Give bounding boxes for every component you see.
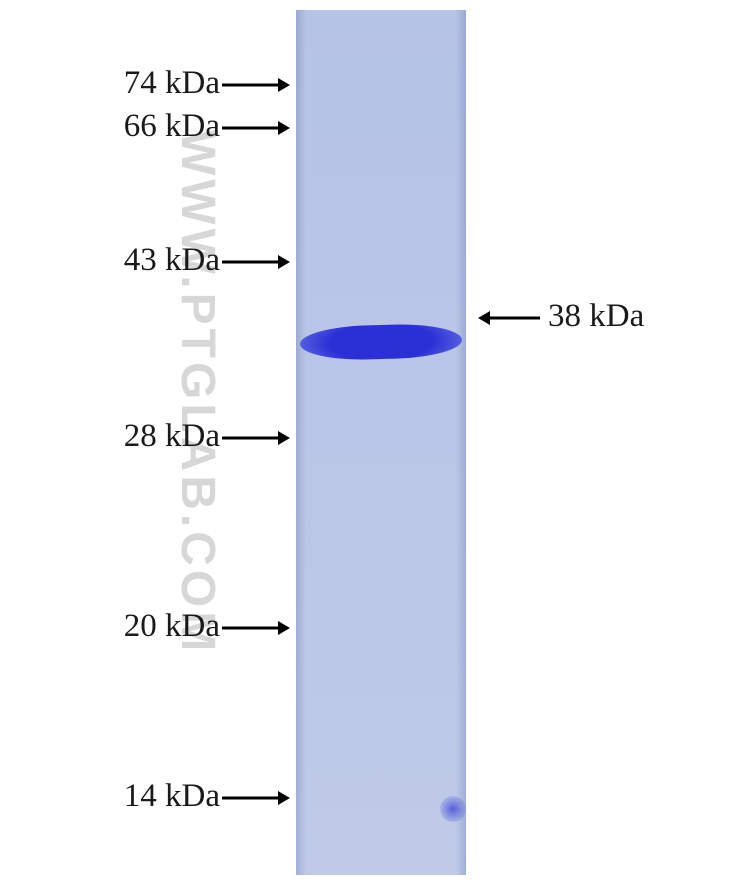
ladder-label: 14 kDa [124,778,220,815]
arrow-icon [212,786,300,810]
ladder-label: 20 kDa [124,608,220,645]
gel-smudge [440,796,466,822]
arrow-icon [212,426,300,450]
ladder-label: 28 kDa [124,418,220,455]
band-label: 38 kDa [548,298,644,335]
arrow-icon [468,306,550,330]
gel-lane [296,10,466,875]
arrow-icon [212,73,300,97]
ladder-label: 74 kDa [124,65,220,102]
ladder-label: 66 kDa [124,108,220,145]
gel-figure: WWW.PTGLAB.COM 74 kDa 66 kDa 43 kDa 28 k… [0,0,740,885]
ladder-label: 43 kDa [124,242,220,279]
arrow-icon [212,250,300,274]
arrow-icon [212,116,300,140]
arrow-icon [212,616,300,640]
watermark-text: WWW.PTGLAB.COM [170,130,225,830]
